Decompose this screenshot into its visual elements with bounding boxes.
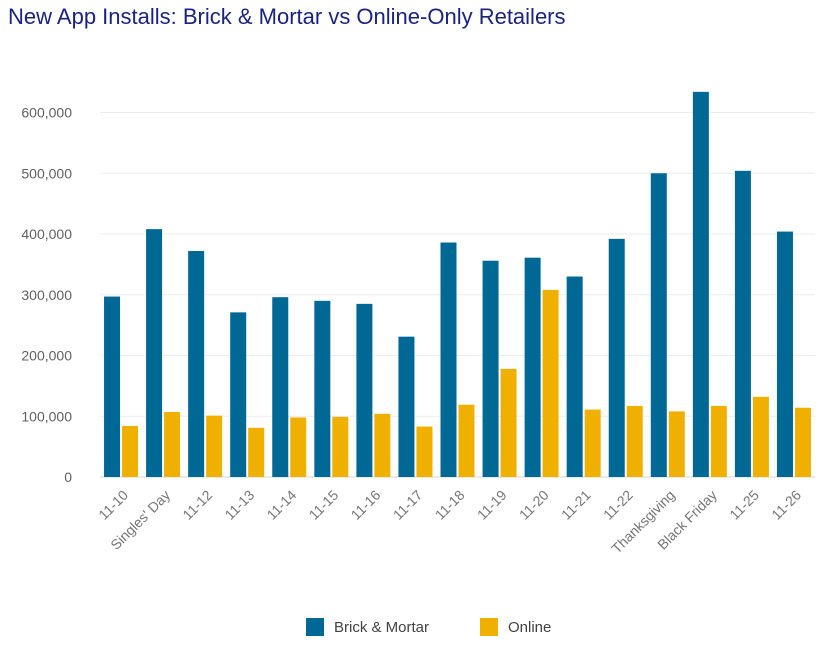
bar-brick-mortar[interactable] [608,238,625,477]
y-tick-label: 100,000 [21,408,72,424]
bar-online[interactable] [626,405,643,477]
bar-brick-mortar[interactable] [188,251,205,477]
bar-online[interactable] [164,411,181,477]
bar-online[interactable] [206,415,223,477]
bar-brick-mortar[interactable] [440,242,457,477]
bar-online[interactable] [794,407,811,477]
bar-online[interactable] [668,411,685,477]
y-axis: 0 100,000 200,000 300,000 400,000 500,000 600,… [21,105,72,486]
y-tick-label: 500,000 [21,165,72,181]
bar-online[interactable] [542,289,559,477]
bar-online[interactable] [416,426,433,477]
bar-brick-mortar[interactable] [398,336,415,477]
legend-swatch-brick-mortar [306,618,324,636]
legend: Brick & Mortar Online [0,612,819,642]
bar-online[interactable] [290,417,307,477]
bar-brick-mortar[interactable] [566,276,583,477]
x-tick-label: 11-15 [306,487,342,523]
bars [104,91,811,477]
bar-online[interactable] [500,368,517,477]
x-tick-label: 11-14 [263,487,299,523]
x-tick-label: 11-22 [600,487,636,523]
y-tick-label: 200,000 [21,348,72,364]
bar-online[interactable] [248,427,265,477]
y-tick-label: 0 [64,469,72,485]
bar-brick-mortar[interactable] [230,312,247,477]
bar-brick-mortar[interactable] [524,257,541,477]
x-tick-label: 11-25 [726,487,762,523]
y-tick-label: 600,000 [21,105,72,121]
x-tick-label: 11-21 [558,487,594,523]
bar-online[interactable] [710,405,727,477]
bar-brick-mortar[interactable] [482,260,499,477]
bar-brick-mortar[interactable] [734,170,751,477]
legend-item-brick-mortar[interactable]: Brick & Mortar [306,618,429,636]
bar-brick-mortar[interactable] [314,300,331,477]
bar-chart: 0 100,000 200,000 300,000 400,000 500,000 600,… [21,91,815,557]
x-tick-label: 11-16 [348,487,384,523]
bar-brick-mortar[interactable] [776,231,793,477]
chart-title: New App Installs: Brick & Mortar vs Onli… [8,4,566,29]
x-tick-label: 11-17 [390,487,426,523]
bar-online[interactable] [122,425,139,477]
x-tick-label: 11-10 [95,487,131,523]
legend-label-online: Online [508,618,552,636]
x-tick-label: 11-12 [179,487,215,523]
legend-swatch-online [480,618,498,636]
bar-brick-mortar[interactable] [104,296,121,477]
x-tick-label: 11-18 [432,487,468,523]
x-tick-label: 11-19 [474,487,510,523]
bar-brick-mortar[interactable] [692,91,709,477]
bar-online[interactable] [374,413,391,477]
bar-online[interactable] [458,404,475,477]
bar-brick-mortar[interactable] [146,229,163,477]
bar-brick-mortar[interactable] [650,173,667,477]
bar-online[interactable] [332,416,349,477]
x-tick-label: 11-26 [768,487,804,523]
y-tick-label: 400,000 [21,226,72,242]
bar-brick-mortar[interactable] [272,297,289,477]
bar-brick-mortar[interactable] [356,303,373,477]
legend-label-brick-mortar: Brick & Mortar [334,618,430,636]
bar-online[interactable] [752,396,769,477]
x-tick-label: 11-13 [221,487,257,523]
legend-item-online[interactable]: Online [480,618,551,636]
bar-online[interactable] [584,409,601,477]
y-tick-label: 300,000 [21,287,72,303]
x-tick-label: 11-20 [516,487,552,523]
